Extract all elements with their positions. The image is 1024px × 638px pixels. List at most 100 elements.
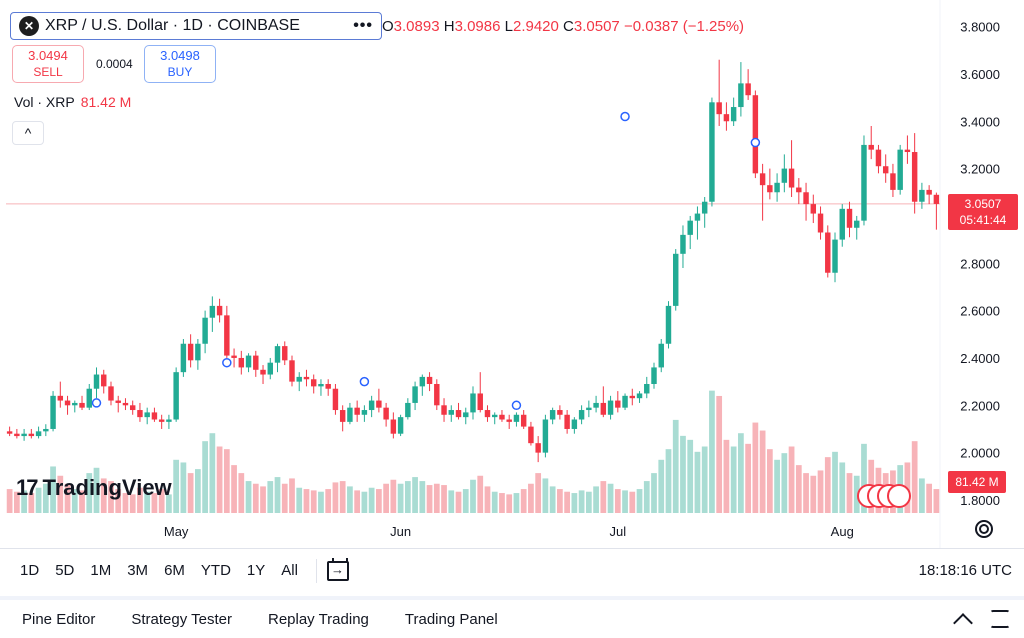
change-value: −0.0387 (−1.25%) <box>623 18 745 35</box>
volume-bar <box>448 490 455 513</box>
candle-body <box>108 386 114 401</box>
volume-bar <box>129 494 136 513</box>
candle-body <box>904 149 911 153</box>
utc-clock[interactable]: 18:18:16 UTC <box>918 562 1012 579</box>
volume-bar <box>35 487 42 513</box>
candle-body <box>687 220 693 235</box>
candle-body <box>318 383 324 387</box>
range-6m[interactable]: 6M <box>164 562 185 579</box>
tab-replay-trading[interactable]: Replay Trading <box>267 610 369 628</box>
volume-bar <box>470 479 476 513</box>
candle-body <box>195 343 201 361</box>
last-price-value: 3.0507 <box>964 197 1002 211</box>
tradingview-wordmark: TradingView <box>42 475 172 500</box>
candle-body <box>405 402 411 418</box>
tab-strategy-tester[interactable]: Strategy Tester <box>131 610 232 628</box>
volume-bar <box>585 491 592 513</box>
candle-body <box>310 379 317 387</box>
expand-panel-icon[interactable] <box>953 613 973 633</box>
candle-body <box>463 412 469 418</box>
candle-body <box>615 400 621 408</box>
trade-buttons: 3.0494 SELL 0.0004 3.0498 BUY <box>12 45 216 83</box>
volume-bar <box>390 479 397 513</box>
bar-countdown: 05:41:44 <box>959 213 1007 227</box>
volume-legend[interactable]: Vol · XRP 81.42 M <box>14 94 131 110</box>
tab-pine-editor[interactable]: Pine Editor <box>22 610 96 628</box>
volume-bar <box>477 475 484 513</box>
candle-body <box>397 417 404 434</box>
volume-bar <box>745 443 752 513</box>
candle-body <box>506 419 512 422</box>
range-1d[interactable]: 1D <box>20 562 40 579</box>
sell-price: 3.0494 <box>28 48 68 63</box>
tab-trading-panel[interactable]: Trading Panel <box>404 610 498 628</box>
candle-body <box>455 410 462 418</box>
range-1m[interactable]: 1M <box>90 562 112 579</box>
volume-bar <box>535 473 542 513</box>
volume-bar <box>781 453 788 513</box>
candle-body <box>622 395 628 408</box>
buy-button[interactable]: 3.0498 BUY <box>144 45 216 83</box>
volume-bar <box>339 481 346 513</box>
volume-bar <box>267 481 274 513</box>
candle-body <box>897 149 903 190</box>
chart-settings-icon[interactable] <box>975 520 993 538</box>
candle-body <box>767 185 773 193</box>
candle-body <box>21 433 27 437</box>
candle-body <box>354 407 360 415</box>
ohlc-legend: O3.0893 H3.0986 L2.9420 C3.0507 −0.0387 … <box>382 18 744 35</box>
collapse-legend-button[interactable]: ^ <box>12 121 44 145</box>
volume-bar <box>824 457 831 513</box>
volume-bar <box>71 489 78 513</box>
volume-bar <box>701 446 708 513</box>
events-flags-icon[interactable] <box>857 484 917 512</box>
volume-bar <box>122 493 129 513</box>
xrp-logo-icon: ✕ <box>19 16 39 36</box>
candle-body <box>803 192 809 205</box>
candle-body <box>484 410 491 418</box>
y-tick-label: 3.4000 <box>960 114 1000 129</box>
volume-bar <box>759 430 766 513</box>
candle-body <box>629 395 636 399</box>
more-options-icon[interactable]: ••• <box>353 17 373 34</box>
candle-body <box>738 83 744 108</box>
candle-body <box>253 355 259 370</box>
volume-bar <box>607 483 614 513</box>
range-3m[interactable]: 3M <box>127 562 149 579</box>
volume-bar <box>318 491 324 513</box>
candle-body <box>535 443 541 453</box>
y-tick-label: 3.2000 <box>960 162 1000 177</box>
goto-date-icon[interactable] <box>326 557 349 581</box>
volume-bar <box>839 462 846 513</box>
candle-body <box>368 400 375 411</box>
range-5d[interactable]: 5D <box>55 562 75 579</box>
candle-body <box>492 414 498 418</box>
range-divider <box>315 558 317 583</box>
chart-area[interactable]: 1.80002.00002.20002.40002.60002.80003.00… <box>0 0 1024 548</box>
volume-bar <box>13 491 20 513</box>
candle-body <box>571 419 578 429</box>
volume-bar <box>600 481 607 513</box>
range-all[interactable]: All <box>281 562 298 579</box>
candle-body <box>303 376 310 380</box>
candle-body <box>35 431 42 437</box>
sell-button[interactable]: 3.0494 SELL <box>12 45 84 83</box>
candle-body <box>202 317 208 344</box>
candle-body <box>347 407 353 422</box>
spread-value: 0.0004 <box>96 57 133 71</box>
volume-bar <box>412 477 418 513</box>
volume-bar <box>716 395 723 513</box>
range-1y[interactable]: 1Y <box>246 562 266 579</box>
range-ytd[interactable]: YTD <box>200 562 231 579</box>
candle-body <box>151 412 158 420</box>
volume-bar <box>738 433 744 513</box>
volume-bar <box>513 493 520 513</box>
symbol-search[interactable]: ✕ XRP / U.S. Dollar · 1D · COINBASE ••• <box>10 12 382 40</box>
tradingview-mark-icon: 17 <box>16 475 39 500</box>
maximize-panel-icon[interactable] <box>990 610 1010 628</box>
x-tick-label: Aug <box>831 524 854 539</box>
y-tick-label: 1.8000 <box>960 493 1000 508</box>
volume-bar <box>788 446 795 513</box>
candle-body <box>723 114 730 122</box>
volume-bar <box>528 483 534 513</box>
